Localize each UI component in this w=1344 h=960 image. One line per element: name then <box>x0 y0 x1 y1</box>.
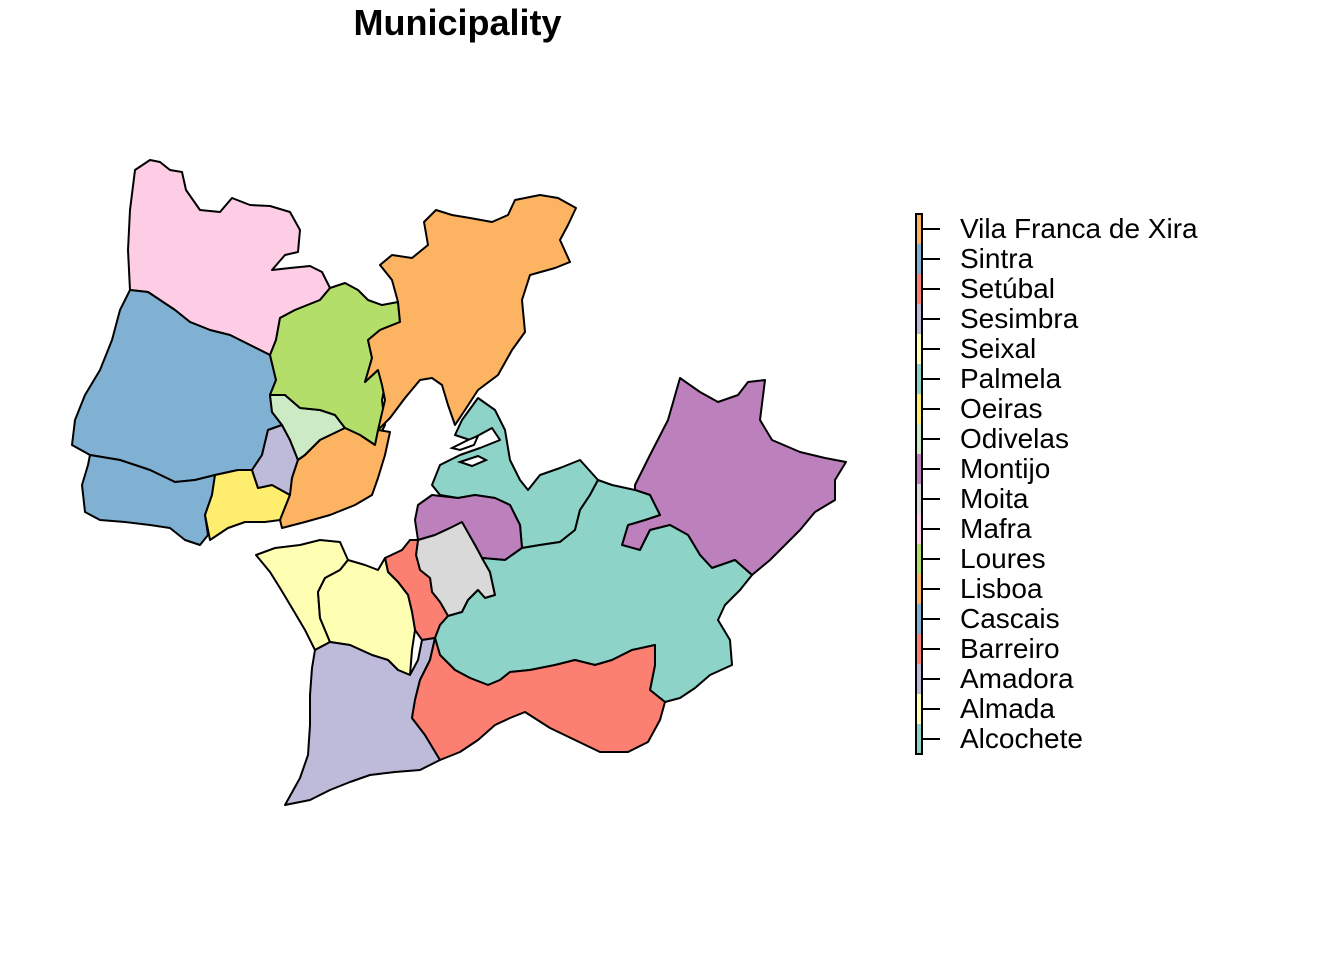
region-vila-franca-de-xira[interactable] <box>364 194 577 431</box>
legend-swatch <box>916 304 922 334</box>
legend-swatch <box>916 334 922 364</box>
region-cascais[interactable] <box>81 454 216 546</box>
legend-color-strip <box>915 213 940 755</box>
legend-swatch <box>916 574 922 604</box>
region-setubal[interactable] <box>411 637 666 761</box>
legend-swatch <box>916 514 922 544</box>
legend-swatch <box>916 634 922 664</box>
legend-swatch <box>916 694 922 724</box>
legend-swatch <box>916 664 922 694</box>
legend-swatch <box>916 364 922 394</box>
legend-swatch <box>916 214 922 244</box>
river-island <box>456 454 489 468</box>
legend-swatch <box>916 544 922 574</box>
legend-swatch <box>916 484 922 514</box>
legend-swatch <box>916 724 922 754</box>
legend-swatch <box>916 424 922 454</box>
map-title: Municipality <box>353 2 562 43</box>
river-island <box>449 434 480 452</box>
legend-swatch <box>916 604 922 634</box>
legend-strip-border <box>915 213 923 755</box>
legend-swatch <box>916 274 922 304</box>
region-lisboa[interactable] <box>279 427 391 529</box>
legend-swatch <box>916 454 922 484</box>
legend-swatch <box>916 394 922 424</box>
legend-swatch <box>916 244 922 274</box>
